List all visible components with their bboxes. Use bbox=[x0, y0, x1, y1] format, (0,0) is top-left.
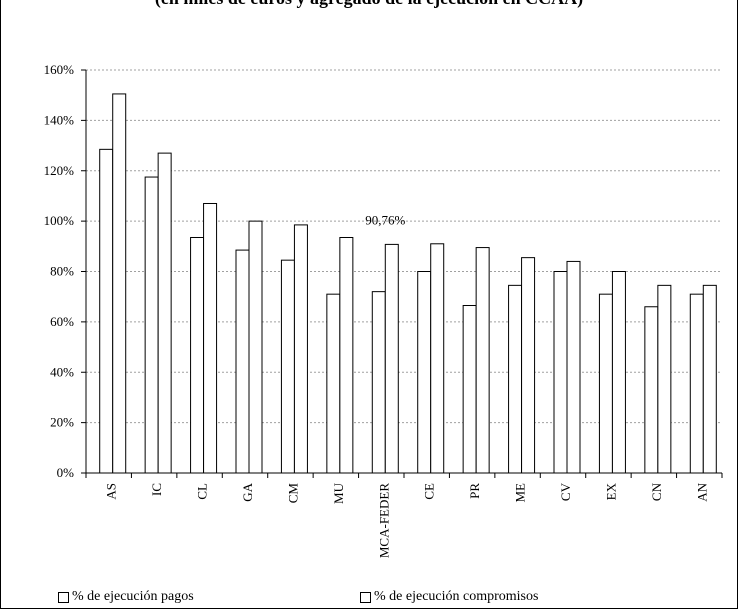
bar-compromisos bbox=[702, 284, 717, 474]
bar-compromisos bbox=[203, 202, 218, 474]
axes bbox=[81, 69, 723, 478]
grid-lines bbox=[86, 69, 722, 424]
category-label: CL bbox=[195, 483, 210, 500]
bar-compromisos bbox=[293, 224, 308, 474]
bar-pagos bbox=[644, 306, 659, 474]
bar-compromisos bbox=[157, 152, 172, 474]
category-label: IC bbox=[149, 483, 164, 496]
y-tick-label: 80% bbox=[50, 264, 74, 279]
legend-item-pagos: % de ejecución pagos bbox=[58, 589, 194, 605]
bar-pagos bbox=[144, 176, 159, 474]
bar-pagos bbox=[326, 293, 341, 474]
bar-compromisos bbox=[521, 257, 536, 474]
bar-pagos bbox=[508, 284, 523, 474]
bar-pagos bbox=[235, 249, 250, 474]
bars bbox=[99, 93, 717, 474]
category-label: MCA-FEDER bbox=[376, 483, 391, 558]
legend-item-compromisos: % de ejecución compromisos bbox=[360, 589, 538, 605]
category-label: EX bbox=[603, 482, 618, 500]
category-label: GA bbox=[240, 482, 255, 501]
y-tick-label: 20% bbox=[50, 415, 74, 430]
y-tick-label: 0% bbox=[57, 465, 75, 480]
bar-compromisos bbox=[475, 247, 490, 474]
category-label: AS bbox=[104, 483, 119, 500]
bar-compromisos bbox=[112, 93, 127, 474]
y-tick-label: 160% bbox=[44, 62, 75, 77]
y-tick-label: 60% bbox=[50, 314, 74, 329]
bar-pagos bbox=[689, 293, 704, 474]
bar-pagos bbox=[371, 291, 386, 474]
y-tick-label: 120% bbox=[44, 163, 75, 178]
legend-label-pagos: % de ejecución pagos bbox=[72, 589, 194, 604]
bar-compromisos bbox=[657, 284, 672, 474]
legend-swatch-pagos bbox=[58, 591, 69, 603]
bar-pagos bbox=[190, 236, 205, 474]
bar-pagos bbox=[553, 271, 568, 474]
y-tick-label: 140% bbox=[44, 112, 75, 127]
category-label: PR bbox=[467, 483, 482, 499]
y-tick-label: 40% bbox=[50, 364, 74, 379]
legend-label-compromisos: % de ejecución compromisos bbox=[374, 589, 539, 604]
category-label: CM bbox=[285, 483, 300, 504]
bar-pagos bbox=[462, 305, 477, 474]
category-label: CN bbox=[649, 482, 664, 501]
category-label: CE bbox=[422, 483, 437, 500]
bar-compromisos bbox=[248, 220, 263, 474]
legend-swatch-compromisos bbox=[360, 591, 371, 603]
y-tick-label: 100% bbox=[44, 213, 75, 228]
bar-compromisos bbox=[430, 243, 445, 474]
bar-pagos bbox=[280, 259, 295, 474]
bar-pagos bbox=[417, 271, 432, 474]
chart-title-fragment: (en miles de euros y agregado de la ejec… bbox=[0, 0, 738, 9]
bar-compromisos bbox=[339, 236, 354, 474]
category-label: ME bbox=[513, 483, 528, 503]
data-label: 90,76% bbox=[365, 212, 405, 227]
category-label: CV bbox=[558, 482, 573, 501]
bar-compromisos bbox=[566, 260, 581, 474]
category-label: MU bbox=[331, 482, 346, 504]
labels: 0% 20% 40% 60% 80% 100% 120% 140% 160% AS IC CL GA CM… bbox=[44, 62, 710, 558]
category-label: AN bbox=[694, 482, 709, 501]
bar-compromisos bbox=[384, 243, 399, 474]
bar-pagos bbox=[99, 148, 114, 474]
bar-compromisos bbox=[611, 271, 626, 474]
bar-pagos bbox=[598, 293, 613, 474]
